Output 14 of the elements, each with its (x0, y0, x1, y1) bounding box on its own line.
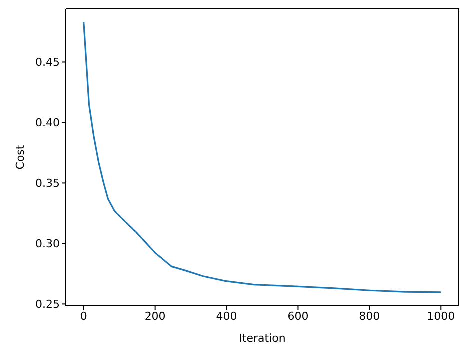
x-tick-label: 600 (288, 310, 309, 323)
line-series (83, 22, 442, 294)
y-tick-label: 0.30 (36, 238, 60, 251)
y-tick-label: 0.45 (36, 56, 60, 70)
x-tick-label: 800 (359, 310, 380, 323)
x-tick-label: 400 (216, 310, 238, 323)
x-tick-label: 200 (144, 310, 166, 323)
y-tick-label: 0.25 (36, 298, 60, 312)
y-tick-label: 0.40 (36, 116, 60, 130)
x-axis-title: Iteration (239, 332, 286, 345)
y-axis-title: Cost (14, 144, 27, 170)
y-tick-label: 0.35 (36, 177, 60, 190)
x-tick-label: 0 (80, 310, 88, 323)
x-tick-label: 1000 (427, 310, 456, 323)
